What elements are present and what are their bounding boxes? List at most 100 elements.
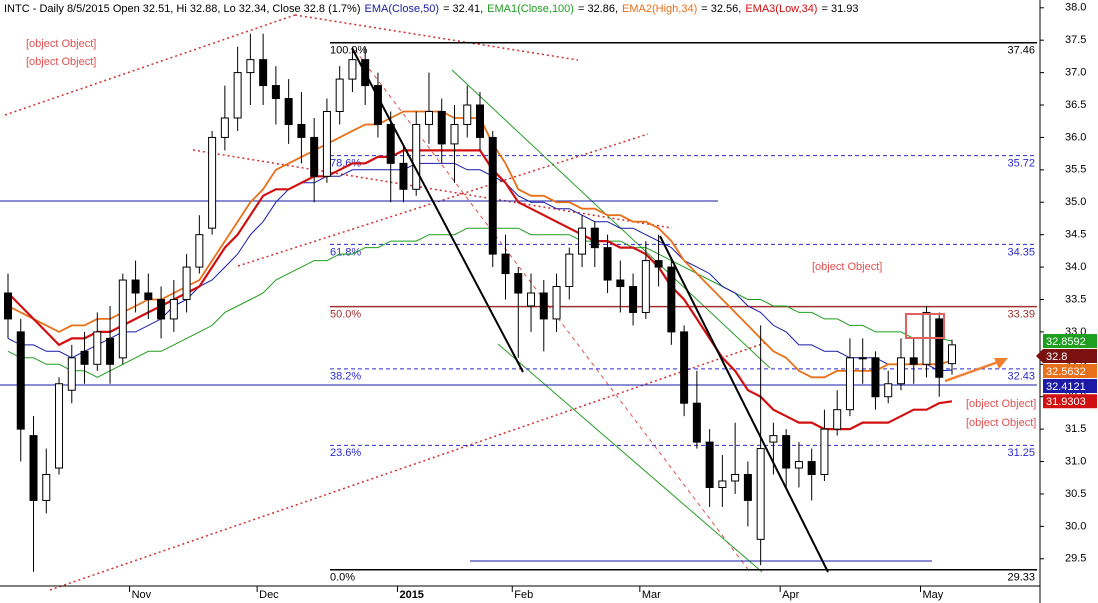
x-tick-label: Dec xyxy=(259,589,279,601)
y-tick-label: 34.0 xyxy=(1065,261,1086,273)
candle-body xyxy=(450,123,459,145)
annotation: [object Object] xyxy=(26,38,96,50)
fib-value: 31.25 xyxy=(1007,447,1035,459)
candle-body xyxy=(527,292,536,307)
fib-label: 78.6% xyxy=(330,157,361,169)
fib-value: 33.39 xyxy=(1007,309,1035,321)
price-tag-label: 32.8592 xyxy=(1046,336,1086,348)
candle-body xyxy=(871,357,880,398)
arrow xyxy=(944,360,999,383)
candle-body xyxy=(948,344,956,365)
y-tick-label: 31.5 xyxy=(1065,423,1086,435)
fib-label: 50.0% xyxy=(330,309,361,321)
price-tag-label: 31.9303 xyxy=(1046,396,1086,408)
y-tick-label: 30.0 xyxy=(1065,520,1086,532)
candle-body xyxy=(488,136,497,255)
overlay-layer xyxy=(351,47,1008,573)
y-tick-label: 30.5 xyxy=(1065,488,1086,500)
candle-body xyxy=(144,292,153,300)
candle-body xyxy=(705,441,714,488)
candle-body xyxy=(118,279,127,359)
fib-label: 23.6% xyxy=(330,447,361,459)
candle-body xyxy=(667,266,676,333)
header-segment: INTC - Daily 8/5/2015 Open 32.51, Hi 32.… xyxy=(4,3,360,15)
candle-body xyxy=(131,279,140,294)
candle-body xyxy=(552,286,561,320)
candle-body xyxy=(322,110,331,177)
candle-body xyxy=(833,409,842,430)
candle-body xyxy=(386,123,395,164)
candle-body xyxy=(782,435,791,469)
y-tick-label: 35.0 xyxy=(1065,196,1086,208)
candle-body xyxy=(55,383,64,469)
x-tick-label: Nov xyxy=(132,589,152,601)
drawing-layer xyxy=(0,14,1037,591)
candle-body xyxy=(935,318,944,378)
candle-body xyxy=(565,253,574,288)
candle-body xyxy=(731,474,740,482)
x-tick-label: 2015 xyxy=(399,589,423,601)
candle-body xyxy=(424,110,433,125)
trend-line xyxy=(237,133,649,267)
y-tick-label: 36.0 xyxy=(1065,131,1086,143)
price-tag xyxy=(1043,349,1097,364)
candle-body xyxy=(169,298,178,320)
candle-body xyxy=(233,72,242,119)
annotation: [object Object] xyxy=(26,56,96,68)
header-segment: = 32.86, xyxy=(578,3,618,15)
candle-body xyxy=(807,461,816,476)
candle-body xyxy=(794,461,803,469)
candle-body xyxy=(858,357,867,360)
candle-body xyxy=(42,474,51,501)
candle-body xyxy=(692,402,701,443)
candle-body xyxy=(539,292,548,320)
price-tag-label: 32.5632 xyxy=(1046,366,1086,378)
candle-body xyxy=(909,357,918,365)
candle-body xyxy=(297,123,306,138)
highlight-box xyxy=(905,313,945,339)
candle-body xyxy=(514,273,523,294)
header-segment: = 31.93 xyxy=(821,3,858,15)
candle-body xyxy=(335,78,344,112)
y-tick-label: 37.5 xyxy=(1065,34,1086,46)
fib-value: 34.35 xyxy=(1007,246,1035,258)
ema-line xyxy=(7,227,953,378)
candle-body xyxy=(884,383,893,398)
annotation: [object Object] xyxy=(966,398,1036,410)
candle-body xyxy=(680,331,689,404)
price-tag xyxy=(1043,394,1097,409)
candle-body xyxy=(896,357,905,385)
candle-body xyxy=(220,117,229,138)
candle-body xyxy=(4,292,12,320)
y-tick-label: 38.0 xyxy=(1065,2,1086,14)
candle-body xyxy=(259,59,268,87)
arrow-head xyxy=(994,358,1008,369)
y-tick-label: 37.0 xyxy=(1065,67,1086,79)
x-tick-label: Mar xyxy=(642,589,661,601)
candle-body xyxy=(769,435,778,443)
price-tag-label: 32.8 xyxy=(1046,351,1067,363)
candle-body xyxy=(16,331,25,430)
y-tick-label: 31.0 xyxy=(1065,455,1086,467)
abcd-leg xyxy=(351,47,524,373)
candle-body xyxy=(310,136,319,177)
candle-body xyxy=(182,266,191,300)
fib-label: 38.2% xyxy=(330,371,361,383)
candle-body xyxy=(641,260,650,313)
candle-body xyxy=(654,260,663,268)
price-tag xyxy=(1043,379,1097,394)
x-tick-label: May xyxy=(922,589,943,601)
annotation: [object Object] xyxy=(966,417,1036,429)
header-segment: = 32.56, xyxy=(701,3,741,15)
candle-body xyxy=(67,357,76,391)
trend-line xyxy=(192,149,673,229)
candle-body xyxy=(246,59,255,74)
candle-body xyxy=(195,234,204,268)
candle-body xyxy=(157,298,166,320)
y-tick-label: 36.5 xyxy=(1065,99,1086,111)
header-segment: = 32.41, xyxy=(443,3,483,15)
fib-label: 0.0% xyxy=(330,572,355,584)
channel-line xyxy=(497,343,763,573)
header-segment: EMA1(Close,100) xyxy=(487,3,574,15)
y-tick-label: 35.5 xyxy=(1065,164,1086,176)
